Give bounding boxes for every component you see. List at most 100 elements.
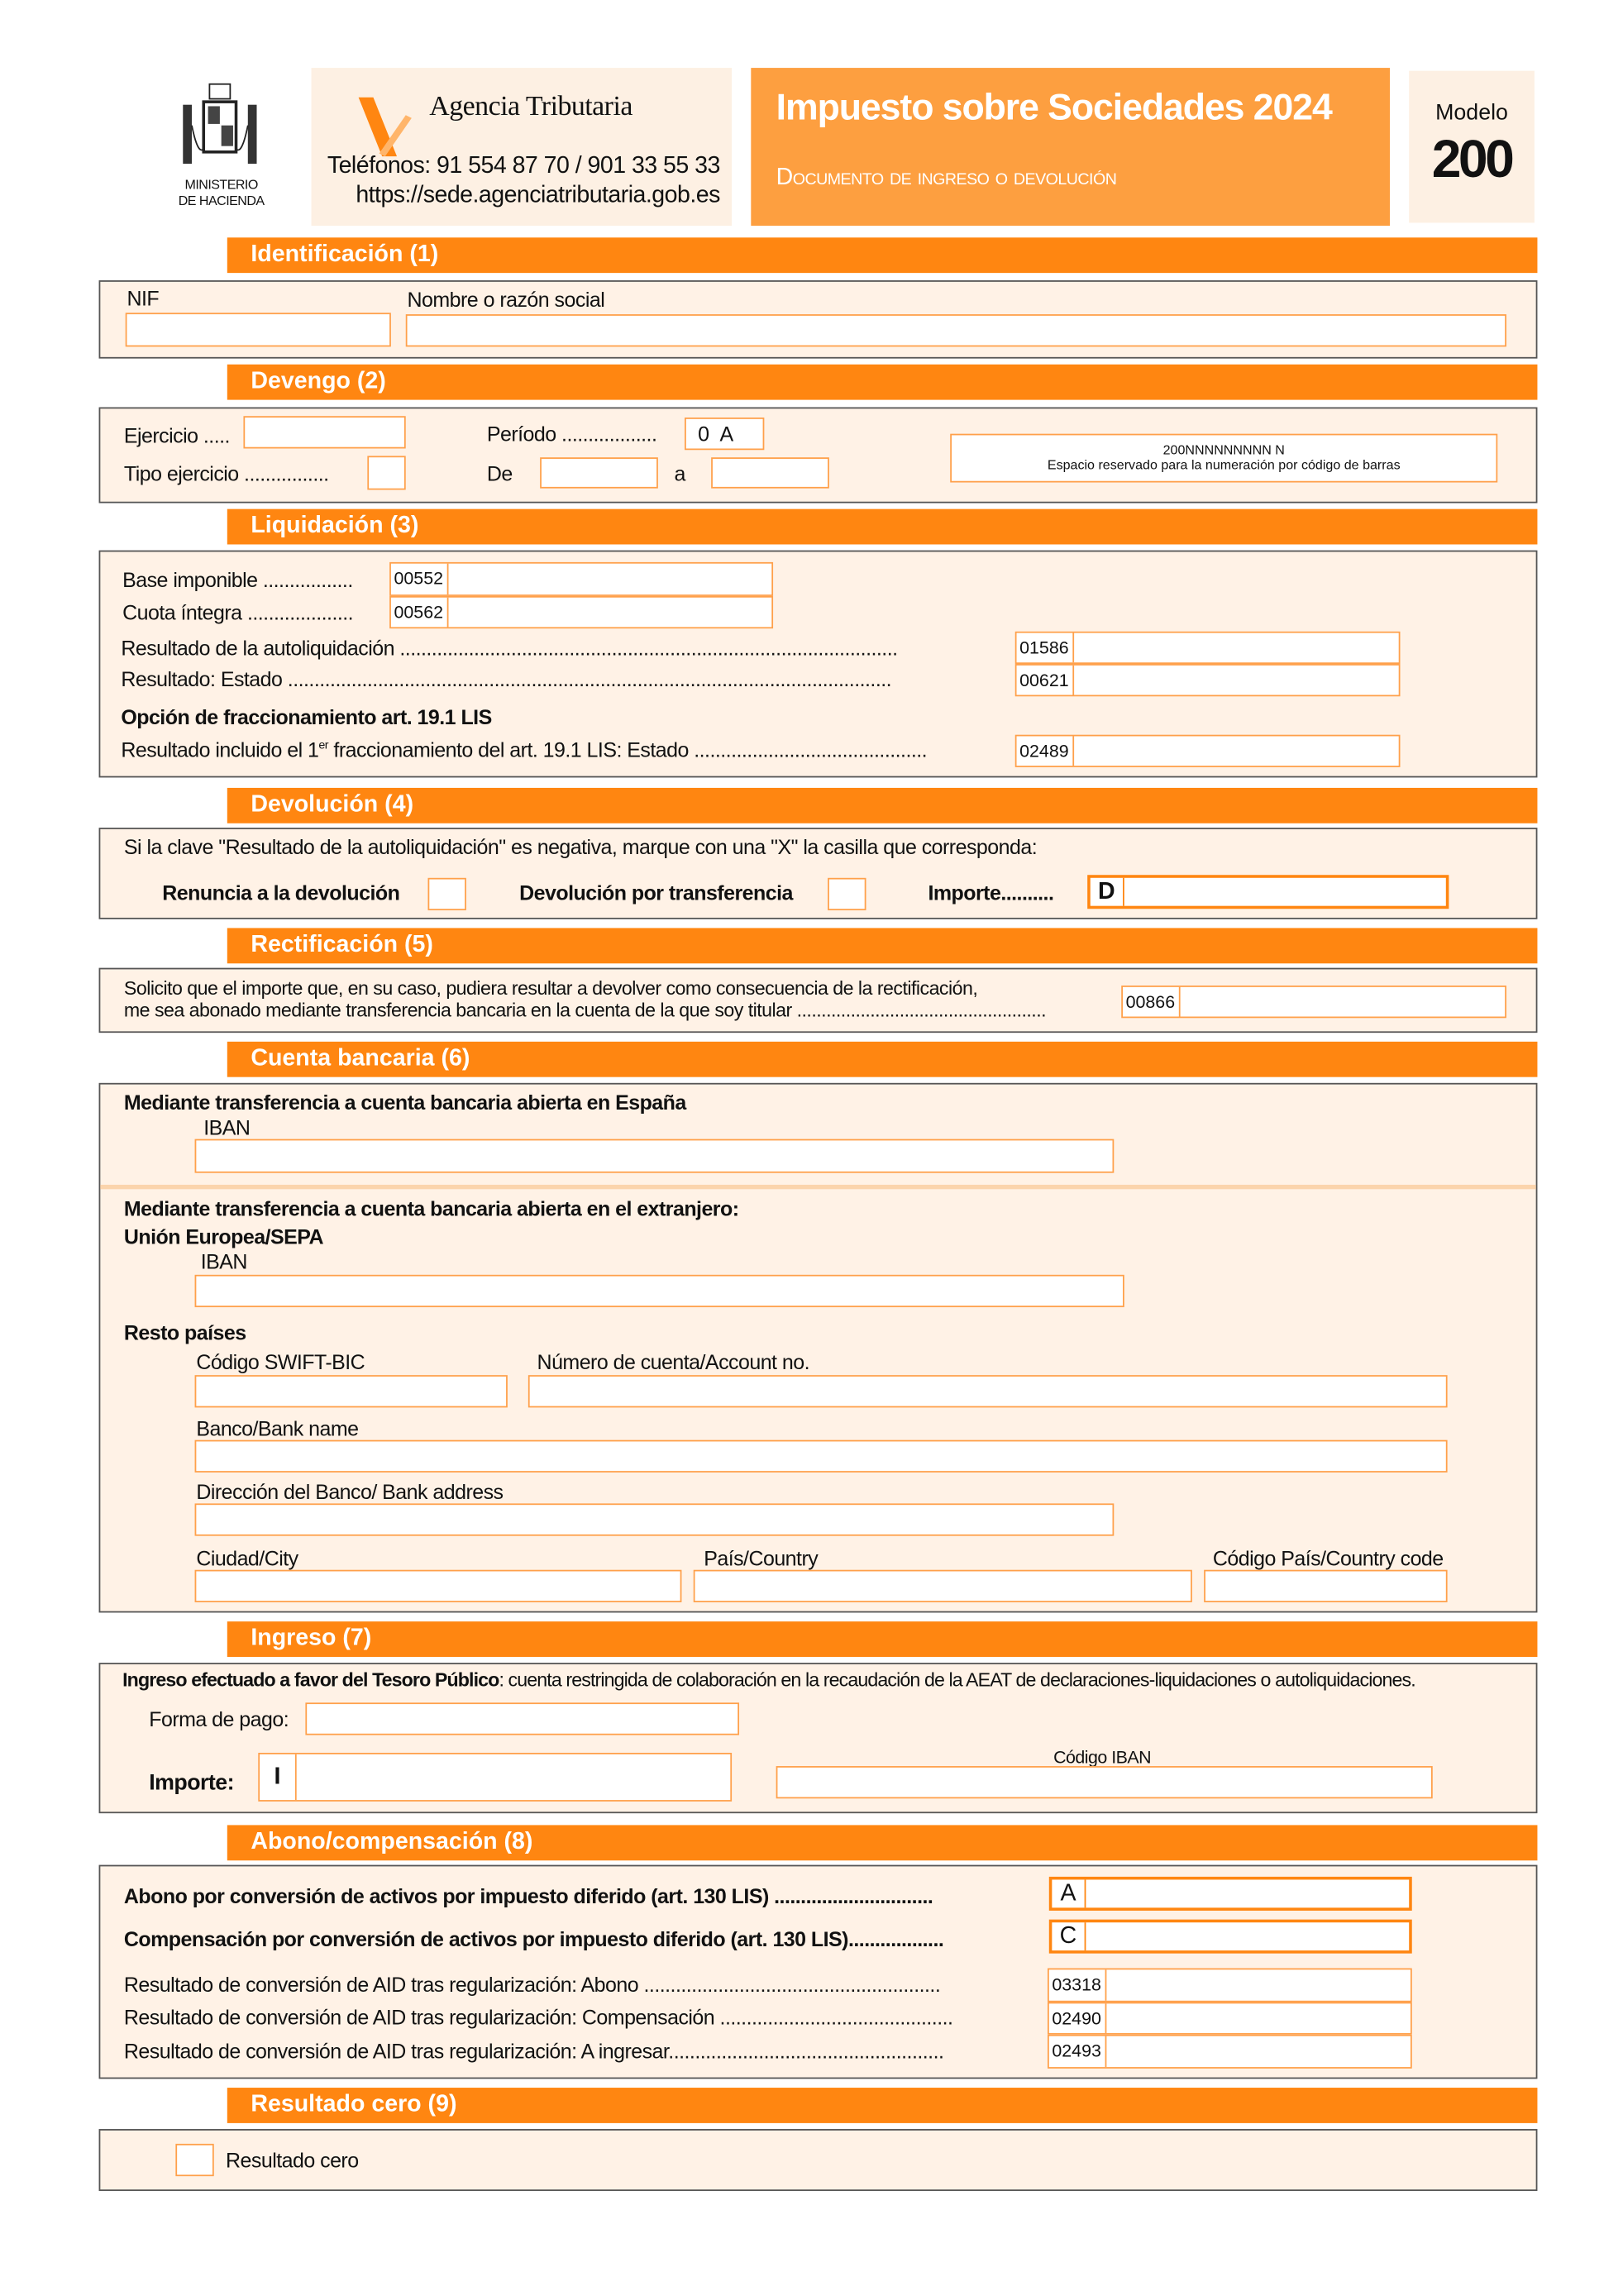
superscript: er xyxy=(318,737,329,752)
code-00562: 00562 xyxy=(394,597,449,628)
agency-logo-icon xyxy=(358,97,412,157)
renuncia-label: Renuncia a la devolución xyxy=(162,881,400,905)
ingreso-importe-label: Importe: xyxy=(149,1770,235,1796)
devolucion-instructions: Si la clave "Resultado de la autoliquida… xyxy=(123,835,1038,859)
ministry-name-2: DE HACIENDA xyxy=(178,193,265,208)
ciudad-label: Ciudad/City xyxy=(196,1546,298,1570)
codigo-iban-label: Código IBAN xyxy=(1053,1746,1152,1768)
title-box: Impuesto sobre Sociedades 2024 Documento… xyxy=(751,68,1390,227)
nif-label: NIF xyxy=(126,286,160,310)
label-part: fraccionamiento del art. 19.1 LIS: Estad… xyxy=(328,737,928,761)
forma-pago-label: Forma de pago: xyxy=(149,1706,289,1731)
codigo-pais-label: Código País/Country code xyxy=(1212,1546,1444,1570)
label-part: Resultado incluido el 1 xyxy=(121,737,319,761)
banco-input[interactable] xyxy=(194,1439,1448,1473)
section-identificacion-header: Identificación (1) xyxy=(227,237,1538,274)
renuncia-checkbox[interactable] xyxy=(427,877,466,911)
cuota-integra-field[interactable]: 00562 xyxy=(389,595,774,629)
resultado-compensacion-label: Resultado de conversión de AID tras regu… xyxy=(123,2005,953,2029)
resultado-ingresar-label: Resultado de conversión de AID tras regu… xyxy=(123,2039,944,2063)
agency-website[interactable]: https://sede.agenciatributaria.gob.es xyxy=(356,183,720,208)
divider xyxy=(100,1184,1536,1190)
agency-phones: Teléfonos: 91 554 87 70 / 901 33 55 33 xyxy=(327,153,721,179)
extranjero-heading: Mediante transferencia a cuenta bancaria… xyxy=(123,1196,739,1220)
letter-a: A xyxy=(1052,1879,1086,1908)
section-rectificacion-header: Rectificación (5) xyxy=(227,928,1538,964)
section-ingreso-header: Ingreso (7) xyxy=(227,1621,1538,1657)
direccion-input[interactable] xyxy=(194,1503,1115,1536)
section-liquidacion-header: Liquidación (3) xyxy=(227,508,1538,545)
resultado-ingresar-field[interactable]: 02493 xyxy=(1047,2034,1412,2069)
ciudad-input[interactable] xyxy=(194,1569,682,1602)
codigo-iban-input[interactable] xyxy=(776,1766,1433,1799)
periodo-label: Período .................. xyxy=(486,422,657,446)
code-00621: 00621 xyxy=(1019,665,1075,695)
de-input[interactable] xyxy=(540,457,658,489)
resultado-cero-checkbox[interactable] xyxy=(175,2143,214,2177)
section-cuenta-bancaria-header: Cuenta bancaria (6) xyxy=(227,1041,1538,1077)
codigo-pais-input[interactable] xyxy=(1204,1569,1448,1602)
espana-heading: Mediante transferencia a cuenta bancaria… xyxy=(123,1090,686,1115)
forma-pago-input[interactable] xyxy=(305,1702,740,1735)
ingreso-description-text: : cuenta restringida de colaboración en … xyxy=(499,1668,1415,1692)
resultado-estado-field[interactable]: 00621 xyxy=(1014,664,1401,697)
modelo-label: Modelo xyxy=(1435,100,1508,126)
tipo-ejercicio-label: Tipo ejercicio ................ xyxy=(123,461,329,486)
code-00552: 00552 xyxy=(394,563,449,595)
code-01586: 01586 xyxy=(1019,632,1075,663)
letter-c: C xyxy=(1052,1922,1086,1951)
cuota-integra-label: Cuota íntegra .................... xyxy=(122,600,354,624)
section-devengo-header: Devengo (2) xyxy=(227,364,1538,400)
a-input[interactable] xyxy=(711,457,829,489)
ingreso-importe-field[interactable]: I xyxy=(258,1752,733,1802)
pais-label: País/Country xyxy=(704,1546,819,1570)
agency-box: Agencia Tributaria Teléfonos: 91 554 87 … xyxy=(311,68,733,227)
ejercicio-input[interactable] xyxy=(243,416,406,449)
abono-label: Abono por conversión de activos por impu… xyxy=(123,1883,933,1908)
transferencia-label: Devolución por transferencia xyxy=(519,881,793,905)
devolucion-importe-field[interactable]: D xyxy=(1087,875,1449,909)
resultado-abono-label: Resultado de conversión de AID tras regu… xyxy=(123,1972,941,1997)
abono-field[interactable]: A xyxy=(1048,1876,1412,1911)
nif-input[interactable] xyxy=(125,313,391,347)
section-resultado-cero xyxy=(98,2129,1538,2191)
iban-ue-label: IBAN xyxy=(200,1249,248,1274)
base-imponible-label: Base imponible ................. xyxy=(122,568,353,592)
nombre-input[interactable] xyxy=(405,314,1506,347)
ue-heading: Unión Europea/SEPA xyxy=(123,1224,324,1248)
modelo-box: Modelo 200 xyxy=(1409,70,1535,223)
de-label: De xyxy=(486,461,513,486)
compensacion-field[interactable]: C xyxy=(1048,1919,1412,1954)
resultado-autoliquidacion-field[interactable]: 01586 xyxy=(1014,631,1401,665)
devolucion-importe-label: Importe.......... xyxy=(928,881,1054,905)
nombre-label: Nombre o razón social xyxy=(407,287,605,312)
banco-label: Banco/Bank name xyxy=(196,1416,359,1440)
code-03318: 03318 xyxy=(1052,1969,1107,2001)
ejercicio-label: Ejercicio ..... xyxy=(123,423,231,447)
tipo-ejercicio-input[interactable] xyxy=(367,456,406,490)
direccion-label: Dirección del Banco/ Bank address xyxy=(196,1479,504,1504)
rectificacion-field[interactable]: 00866 xyxy=(1121,986,1506,1019)
iban-ue-input[interactable] xyxy=(194,1274,1124,1308)
swift-input[interactable] xyxy=(194,1375,508,1408)
resultado-compensacion-field[interactable]: 02490 xyxy=(1047,2002,1412,2035)
resultado-incluido-field[interactable]: 02489 xyxy=(1014,734,1401,767)
form-subtitle: Documento de ingreso o devolución xyxy=(776,165,1117,191)
code-02490: 02490 xyxy=(1052,2003,1107,2034)
a-label: a xyxy=(674,461,686,486)
pais-input[interactable] xyxy=(693,1569,1192,1602)
resultado-incluido-label: Resultado incluido el 1er fraccionamient… xyxy=(121,737,1009,761)
form-title: Impuesto sobre Sociedades 2024 xyxy=(776,87,1333,129)
transferencia-checkbox[interactable] xyxy=(828,877,866,911)
compensacion-label: Compensación por conversión de activos p… xyxy=(123,1926,944,1951)
barcode-area: 200NNNNNNNNN N Espacio reservado para la… xyxy=(950,433,1498,483)
periodo-input[interactable]: 0 A xyxy=(685,418,765,451)
cuenta-input[interactable] xyxy=(527,1375,1448,1408)
iban-es-input[interactable] xyxy=(194,1138,1115,1173)
base-imponible-field[interactable]: 00552 xyxy=(389,561,774,596)
resultado-abono-field[interactable]: 03318 xyxy=(1047,1968,1412,2002)
section-abono-header: Abono/compensación (8) xyxy=(227,1825,1538,1861)
resto-heading: Resto países xyxy=(123,1320,246,1344)
code-02489: 02489 xyxy=(1019,736,1075,766)
